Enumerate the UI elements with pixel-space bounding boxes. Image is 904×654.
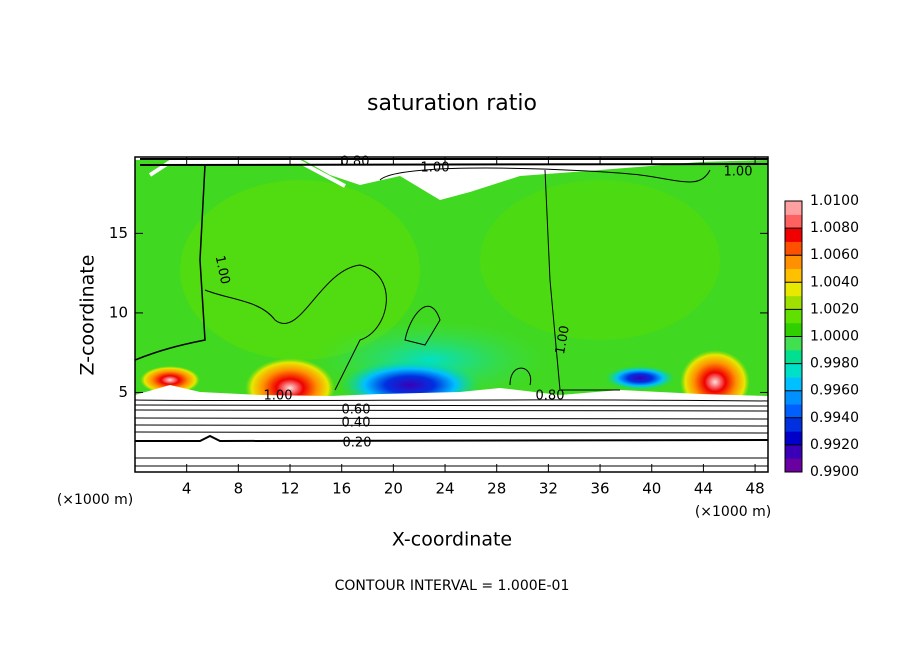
- x-tick-label: 40: [642, 480, 661, 498]
- contour-label: 0.20: [343, 436, 372, 451]
- colorbar-tick-label: 1.0100: [810, 193, 859, 209]
- x-tick-label: 4: [182, 480, 192, 498]
- colorbar-band: [785, 350, 802, 364]
- contour-label: 1.00: [553, 324, 573, 355]
- x-unit: (×1000 m): [57, 492, 133, 508]
- colorbar-tick-label: 1.0000: [810, 329, 859, 345]
- colorbar-band: [785, 282, 802, 297]
- colorbar-tick-label: 0.9960: [810, 383, 859, 399]
- colorbar-band: [785, 458, 802, 473]
- x-tick-label: 16: [332, 480, 351, 498]
- colorbar-tick-label: 1.0060: [810, 247, 859, 263]
- y-axis-title: Z-coordinate: [77, 255, 99, 376]
- x-tick-label: 32: [539, 480, 558, 498]
- colorbar-band: [785, 431, 802, 446]
- colorbar-band: [785, 417, 802, 432]
- colorbar-tick-label: 0.9980: [810, 356, 859, 372]
- x-tick-label: 44: [694, 480, 713, 498]
- chart-title: saturation ratio: [367, 91, 537, 116]
- colorbar-band: [785, 322, 802, 337]
- colorbar-band: [785, 390, 802, 405]
- x-axis-title: X-coordinate: [392, 529, 512, 551]
- x-unit: (×1000 m): [695, 504, 771, 520]
- colorbar-band: [785, 309, 802, 324]
- x-tick-label: 48: [746, 480, 765, 498]
- contour-labels: 0.80 1.00 1.00 1.00 1.00 1.00 0.80 0.60 …: [212, 155, 753, 451]
- y-tick-label: 15: [109, 224, 128, 242]
- contour-label: 0.80: [536, 389, 565, 404]
- colorbar-band: [785, 241, 802, 256]
- colorbar-band: [785, 228, 802, 242]
- colorbar-tick-label: 0.9920: [810, 437, 859, 453]
- x-tick-label: 8: [234, 480, 244, 498]
- colorbar-tick-label: 0.9900: [810, 464, 859, 480]
- colorbar-band: [785, 363, 802, 378]
- colorbar-band: [785, 268, 802, 283]
- x-tick-label: 36: [591, 480, 610, 498]
- y-tick-label: 5: [118, 383, 128, 401]
- colorbar-tick-label: 1.0080: [810, 220, 859, 236]
- colorbar-band: [785, 404, 802, 419]
- colorbar-band: [785, 201, 802, 215]
- footnote: CONTOUR INTERVAL = 1.000E-01: [335, 578, 570, 594]
- contour-label: 1.00: [724, 165, 753, 180]
- colorbar-tick-label: 1.0040: [810, 274, 859, 290]
- contour-label: 0.80: [341, 155, 370, 170]
- colorbar-band: [785, 214, 802, 229]
- colorbar-band: [785, 295, 802, 310]
- x-tick-label: 20: [384, 480, 403, 498]
- colorbar-tick-label: 1.0020: [810, 301, 859, 317]
- contour-label: 1.00: [421, 161, 450, 176]
- colorbar-band: [785, 255, 802, 270]
- colorbar-band: [785, 444, 802, 459]
- x-tick-label: 28: [487, 480, 506, 498]
- contour-label: 1.00: [212, 254, 233, 285]
- colorbar-band: [785, 336, 802, 351]
- plot-frame: [134, 156, 769, 473]
- contour-label: 0.60: [342, 403, 371, 418]
- colorbar-band: [785, 377, 802, 391]
- contour-label: 1.00: [264, 389, 293, 404]
- field: [135, 157, 768, 472]
- colorbar-tick-label: 0.9940: [810, 410, 859, 426]
- contour-label: 0.40: [342, 416, 371, 431]
- x-tick-label: 24: [435, 480, 454, 498]
- y-tick-label: 10: [109, 303, 128, 321]
- x-tick-label: 12: [280, 480, 299, 498]
